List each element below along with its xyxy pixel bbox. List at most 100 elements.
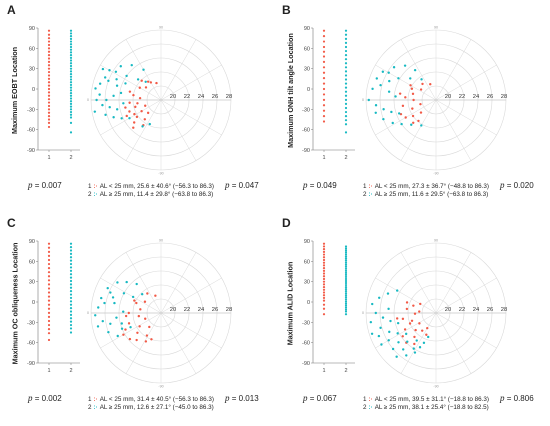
- strip-point-group1: [47, 29, 51, 32]
- polar-point-group1: [127, 311, 130, 315]
- strip-point-group2: [69, 86, 73, 89]
- strip-point-group1: [47, 43, 51, 47]
- strip-point-group2: [69, 242, 73, 245]
- polar-point-group1: [144, 340, 148, 343]
- polar-point-group1: [418, 322, 421, 325]
- strip-y-tick-label: -30: [302, 320, 310, 326]
- polar-point-group2: [109, 291, 112, 294]
- polar-point-group1: [133, 112, 136, 116]
- polar-point-group2: [113, 301, 116, 305]
- polar-point-group2: [122, 310, 125, 313]
- strip-point-group1: [47, 111, 51, 114]
- polar-point-group2: [378, 296, 381, 299]
- strip-point-group2: [69, 256, 73, 259]
- strip-point-group2: [344, 41, 348, 45]
- polar-spoke: [435, 277, 497, 314]
- polar-spoke: [435, 99, 472, 161]
- strip-point-group2: [69, 266, 73, 269]
- polar-r-tick-label: 28: [226, 94, 232, 100]
- strip-point-group1: [322, 272, 326, 275]
- polar-point-group1: [398, 92, 402, 95]
- polar-point-group1: [401, 104, 405, 108]
- polar-spoke: [160, 312, 222, 349]
- polar-point-group1: [421, 329, 424, 332]
- strip-y-tick-label: -30: [27, 107, 35, 113]
- strip-point-group2: [69, 102, 73, 106]
- strip-x-tick-label: 1: [47, 368, 50, 374]
- polar-point-group2: [381, 70, 385, 73]
- polar-point-group1: [411, 114, 415, 118]
- polar-point-group2: [418, 346, 422, 349]
- polar-point-group2: [371, 302, 374, 306]
- polar-point-group1: [413, 342, 416, 346]
- strip-point-group1: [322, 77, 326, 80]
- polar-point-group1: [136, 102, 139, 105]
- strip-point-group1: [322, 275, 326, 278]
- strip-y-tick-label: -30: [302, 107, 310, 113]
- polar-point-group2: [409, 77, 412, 80]
- strip-y-tick-label: 0: [32, 300, 35, 306]
- strip-x-tick-label: 1: [322, 155, 325, 161]
- polar-point-group2: [106, 286, 109, 290]
- strip-point-group1: [47, 250, 51, 253]
- polar-point-group2: [120, 322, 123, 325]
- polar-angle-tick-label: -90: [433, 172, 438, 176]
- strip-point-group2: [344, 115, 348, 118]
- strip-point-group1: [47, 67, 51, 70]
- polar-spoke: [400, 252, 437, 314]
- legend-entry: 2:· AL ≥ 25 mm, 38.1 ± 25.4° (−18.8 to 82…: [363, 404, 489, 412]
- polar-point-group1: [132, 126, 135, 129]
- strip-point-group1: [322, 283, 326, 286]
- strip-point-group1: [322, 253, 326, 256]
- polar-point-group2: [400, 122, 403, 126]
- strip-point-group2: [69, 121, 73, 124]
- strip-point-group1: [322, 303, 326, 306]
- polar-point-group2: [374, 104, 378, 107]
- polar-point-group2: [98, 82, 102, 85]
- strip-point-group2: [69, 32, 73, 35]
- strip-point-group2: [344, 90, 348, 93]
- strip-point-group2: [69, 293, 73, 296]
- polar-r-tick-label: 22: [459, 94, 465, 100]
- strip-y-tick-label: 0: [307, 300, 310, 306]
- strip-point-group2: [69, 62, 73, 65]
- polar-point-group1: [128, 101, 131, 104]
- polar-point-group2: [109, 322, 112, 325]
- strip-point-group2: [69, 70, 73, 73]
- strip-p-value-text: = 0.049: [309, 181, 337, 190]
- strip-point-group1: [47, 295, 51, 298]
- strip-point-group1: [47, 315, 51, 319]
- strip-point-group2: [344, 245, 348, 248]
- strip-point-group1: [47, 267, 51, 270]
- strip-point-group2: [69, 108, 73, 111]
- strip-point-group2: [344, 263, 348, 266]
- polar-point-group2: [112, 116, 115, 119]
- legend-id: 2: [88, 191, 92, 198]
- strip-point-group1: [47, 108, 51, 111]
- polar-point-group2: [120, 117, 123, 120]
- strip-point-group1: [322, 45, 326, 49]
- polar-point-group1: [421, 82, 424, 86]
- strip-y-tick-label: 60: [29, 259, 35, 265]
- legend-marker: :·: [368, 191, 373, 198]
- polar-point-group1: [139, 308, 142, 311]
- polar-angle-tick-label: -90: [433, 385, 438, 389]
- strip-point-group2: [344, 49, 348, 53]
- legend-text: AL < 25 mm, 25.6 ± 40.6° (−56.3 to 86.3): [99, 183, 214, 190]
- polar-point-group1: [404, 116, 407, 119]
- polar-point-group1: [135, 301, 138, 305]
- strip-point-group1: [322, 66, 326, 69]
- strip-point-group2: [344, 283, 348, 287]
- polar-point-group2: [369, 320, 373, 324]
- polar-r-tick-label: 22: [184, 94, 190, 100]
- polar-point-group1: [395, 317, 399, 320]
- strip-y-tick-label: 60: [304, 46, 310, 52]
- plot-area: 90 60 30 0 -30 -60 -90 1 2 20 22 24 26 28 90 0 -90: [27, 239, 232, 389]
- polar-point-group1: [413, 312, 417, 315]
- polar-point-group1: [137, 314, 141, 318]
- polar-point-group1: [144, 317, 147, 320]
- strip-point-group2: [344, 265, 348, 268]
- polar-point-group2: [136, 78, 140, 81]
- polar-point-group1: [411, 92, 415, 96]
- strip-point-group1: [47, 94, 51, 97]
